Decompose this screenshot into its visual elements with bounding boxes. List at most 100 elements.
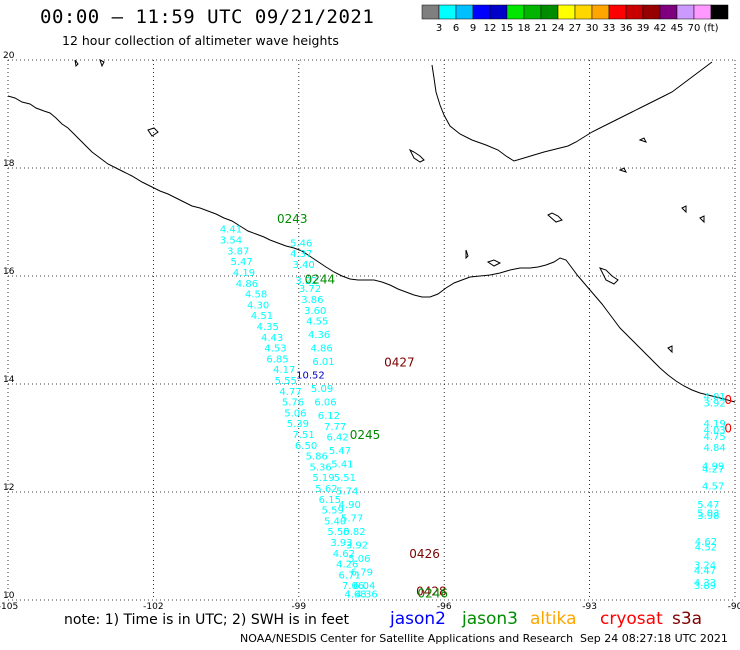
wave-height-value: 4.37 (290, 249, 312, 260)
legend-label: 21 (535, 23, 548, 34)
wave-height-value: 4.68 (344, 589, 366, 600)
credit-line: NOAA/NESDIS Center for Satellite Applica… (240, 632, 574, 645)
lon-tick-label: -93 (582, 602, 597, 610)
wave-height-value: 4.62 (695, 537, 717, 548)
island-outline (147, 127, 159, 137)
sat-jason3: jason3 (462, 609, 518, 629)
wave-height-value: 4.58 (245, 290, 267, 301)
legend-label: 6 (453, 23, 459, 34)
credit-timestamp: Sep 24 08:27:18 UTC 2021 (580, 632, 728, 645)
wave-height-value: 6.06 (314, 398, 336, 409)
wave-height-value: 4.52 (695, 542, 717, 553)
coastline (7, 95, 736, 403)
wave-height-value: 5.74 (336, 487, 358, 498)
wave-height-value: 3.40 (293, 260, 315, 271)
wave-height-value: 5.59 (322, 506, 344, 517)
lon-tick-label: -102 (143, 602, 163, 610)
wave-height-value: 4.27 (702, 465, 724, 476)
wave-height-value: 3.92 (346, 541, 368, 552)
sat-cryosat: cryosat (600, 609, 663, 629)
island-outline (547, 212, 563, 223)
wave-height-value: 5.47 (329, 446, 351, 457)
pass-time-label: 0245 (350, 428, 381, 442)
lat-tick-label: 18 (3, 159, 15, 169)
wave-height-value: 4.62 (333, 549, 355, 560)
wave-height-value: 6.12 (318, 411, 340, 422)
legend-label: 36 (620, 23, 633, 34)
wave-height-value: 4.77 (279, 387, 301, 398)
wave-height-value: 3.86 (301, 295, 323, 306)
island-outline (74, 59, 79, 68)
wave-height-value: 10.52 (296, 371, 325, 382)
pass-time-label: 0428 (416, 585, 447, 599)
legend-label: 70 (688, 23, 701, 34)
legend-label: 18 (518, 23, 531, 34)
wave-height-value: 4.57 (702, 481, 724, 492)
wave-height-value: 5.86 (306, 452, 328, 463)
wave-height-value: 4.19 (704, 419, 726, 430)
wave-height-value: 3.72 (299, 284, 321, 295)
wave-height-value: 4.35 (257, 322, 279, 333)
legend-label: 24 (552, 23, 565, 34)
legend-label: 45 (671, 23, 684, 34)
wave-height-value: 5.50 (327, 527, 349, 538)
legend-label: 42 (654, 23, 667, 34)
wave-height-value: 5.09 (311, 384, 333, 395)
lon-tick-label: -105 (0, 602, 18, 610)
wave-height-value: 3.92 (704, 399, 726, 410)
wave-height-value: 4.43 (261, 333, 283, 344)
wave-height-value: 5.62 (315, 484, 337, 495)
pass-time-label: 0 (724, 393, 732, 407)
wave-height-value: 4.86 (310, 344, 332, 355)
wave-height-value: 3.54 (220, 236, 242, 247)
wave-height-value: 4.36 (308, 330, 330, 341)
wave-height-value: 3.60 (304, 306, 326, 317)
wave-height-value: 4.36 (356, 589, 378, 600)
wave-height-value: 5.06 (284, 408, 306, 419)
legend-label: 33 (603, 23, 616, 34)
wave-height-value: 5.46 (290, 238, 312, 249)
wave-height-value: 5.76 (282, 398, 304, 409)
pass-time-label: 0427 (384, 356, 415, 370)
island-outline (408, 148, 425, 163)
wave-height-map: -105 -102 -99 -96 -93 -90 20 18 16 14 12 10 4.413.54… (0, 51, 740, 610)
pass-time-label: 0426 (409, 547, 440, 561)
lat-tick-label: 14 (3, 375, 15, 385)
wave-height-value: 5.55 (275, 376, 297, 387)
sat-s3a: s3a (672, 609, 703, 629)
wave-height-value: 5.51 (334, 473, 356, 484)
wave-height-value: 5.03 (697, 508, 719, 519)
lat-tick-label: 12 (3, 483, 14, 493)
lon-tick-label: -99 (291, 602, 306, 610)
island-outline (699, 215, 705, 224)
wave-height-value: 5.47 (697, 500, 719, 511)
wave-height-value: 3.98 (697, 511, 719, 522)
legend-label: 39 (637, 23, 650, 34)
wave-height-value: 3.24 (694, 561, 716, 572)
lat-tick-label: 10 (3, 591, 15, 601)
lat-tick-label: 20 (3, 51, 15, 61)
lat-tick-label: 16 (3, 267, 15, 277)
legend-label: 15 (501, 23, 514, 34)
wave-height-value: 6.15 (319, 495, 341, 506)
wave-height-value: 4.03 (704, 426, 726, 437)
wave-height-value: 3.89 (694, 581, 716, 592)
wave-height-value: 5.41 (331, 460, 353, 471)
map-title: 00:00 – 11:59 UTC 09/21/2021 (40, 6, 375, 28)
wave-height-value: 4.33 (694, 578, 716, 589)
wave-height-value: 4.99 (702, 461, 724, 472)
legend-label: (ft) (703, 23, 718, 34)
legend-swatch (710, 4, 729, 20)
wave-height-value: 4.86 (236, 279, 258, 290)
legend-label: 3 (436, 23, 442, 34)
pass-time-label: 0243 (277, 212, 308, 226)
island-outline (465, 249, 469, 260)
wave-height-value: 5.77 (341, 514, 363, 525)
legend-label: 9 (470, 23, 476, 34)
legend-label: 27 (569, 23, 582, 34)
gulf-coastline (431, 61, 713, 162)
wave-height-value: 4.17 (273, 365, 295, 376)
wave-height-value: 4.19 (233, 268, 255, 279)
wave-height-value: 3.87 (227, 246, 249, 257)
lon-tick-label: -90 (728, 602, 740, 610)
